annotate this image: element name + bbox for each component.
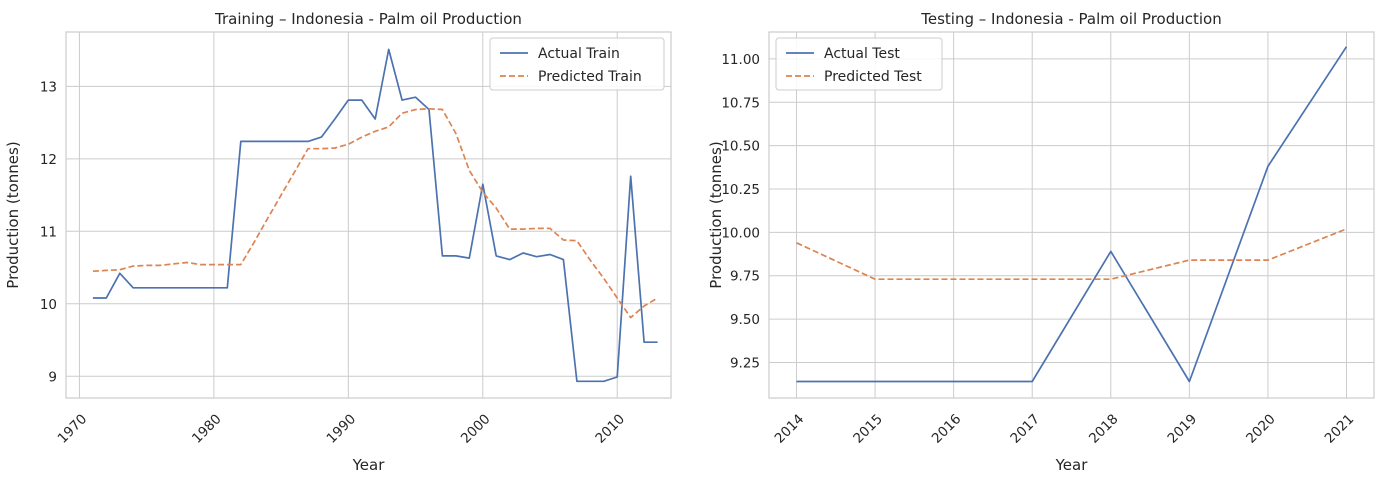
plot-frame bbox=[65, 31, 672, 399]
plot-frame bbox=[768, 31, 1375, 399]
legend: Actual Test Predicted Test bbox=[775, 37, 943, 91]
chart-panel-training: Training – Indonesia - Palm oil Producti… bbox=[4, 10, 672, 474]
y-tick-label: 10.75 bbox=[721, 95, 760, 111]
y-tick-label: 11 bbox=[40, 224, 57, 240]
series-actual-test bbox=[796, 46, 1348, 383]
y-tick-label: 10 bbox=[40, 297, 57, 313]
x-tick-label: 1980 bbox=[189, 411, 225, 447]
series-line bbox=[796, 46, 1348, 383]
y-axis-label: Production (tonnes) bbox=[4, 141, 22, 288]
series-line bbox=[92, 107, 659, 319]
x-axis-label: Year bbox=[352, 456, 386, 474]
x-tick-label: 2019 bbox=[1165, 411, 1201, 447]
x-tick-label: 2017 bbox=[1007, 411, 1043, 447]
y-tick-label: 10.25 bbox=[721, 182, 760, 198]
y-tick-label: 11.00 bbox=[721, 52, 760, 68]
y-tick-label: 12 bbox=[40, 152, 57, 168]
x-tick-label: 2016 bbox=[929, 411, 965, 447]
x-tick-label: 2015 bbox=[850, 411, 886, 447]
y-tick-label: 9.75 bbox=[730, 269, 760, 285]
chart-title: Testing – Indonesia - Palm oil Productio… bbox=[920, 10, 1221, 28]
legend-label: Predicted Train bbox=[538, 69, 642, 85]
series-predicted-test bbox=[796, 228, 1347, 281]
series-line bbox=[92, 48, 658, 383]
x-tick-label: 2014 bbox=[772, 411, 808, 447]
x-tick-label: 2000 bbox=[458, 411, 494, 447]
x-tick-label: 1990 bbox=[324, 411, 360, 447]
legend-label: Actual Train bbox=[538, 46, 620, 62]
series-actual-train bbox=[92, 48, 658, 383]
chart-title: Training – Indonesia - Palm oil Producti… bbox=[214, 10, 522, 28]
x-tick-label: 2020 bbox=[1243, 411, 1279, 447]
legend-box bbox=[489, 37, 665, 91]
legend-label: Predicted Test bbox=[824, 69, 922, 85]
legend-label: Actual Test bbox=[824, 46, 900, 62]
y-tick-label: 9.25 bbox=[730, 355, 760, 371]
y-axis-label: Production (tonnes) bbox=[707, 141, 725, 288]
x-axis-label: Year bbox=[1055, 456, 1089, 474]
series-predicted-train bbox=[92, 107, 659, 319]
y-tick-label: 10.00 bbox=[721, 225, 760, 241]
chart-panel-testing: Testing – Indonesia - Palm oil Productio… bbox=[707, 10, 1375, 474]
x-tick-label: 2010 bbox=[592, 411, 628, 447]
y-tick-label: 13 bbox=[40, 79, 57, 95]
y-tick-label: 9 bbox=[48, 369, 57, 385]
legend-box bbox=[775, 37, 943, 91]
x-tick-label: 1970 bbox=[55, 411, 91, 447]
x-tick-label: 2018 bbox=[1086, 411, 1122, 447]
y-tick-label: 9.50 bbox=[730, 312, 760, 328]
legend: Actual Train Predicted Train bbox=[489, 37, 665, 91]
y-tick-label: 10.50 bbox=[721, 139, 760, 155]
series-line bbox=[796, 228, 1347, 281]
x-tick-label: 2021 bbox=[1322, 411, 1358, 447]
